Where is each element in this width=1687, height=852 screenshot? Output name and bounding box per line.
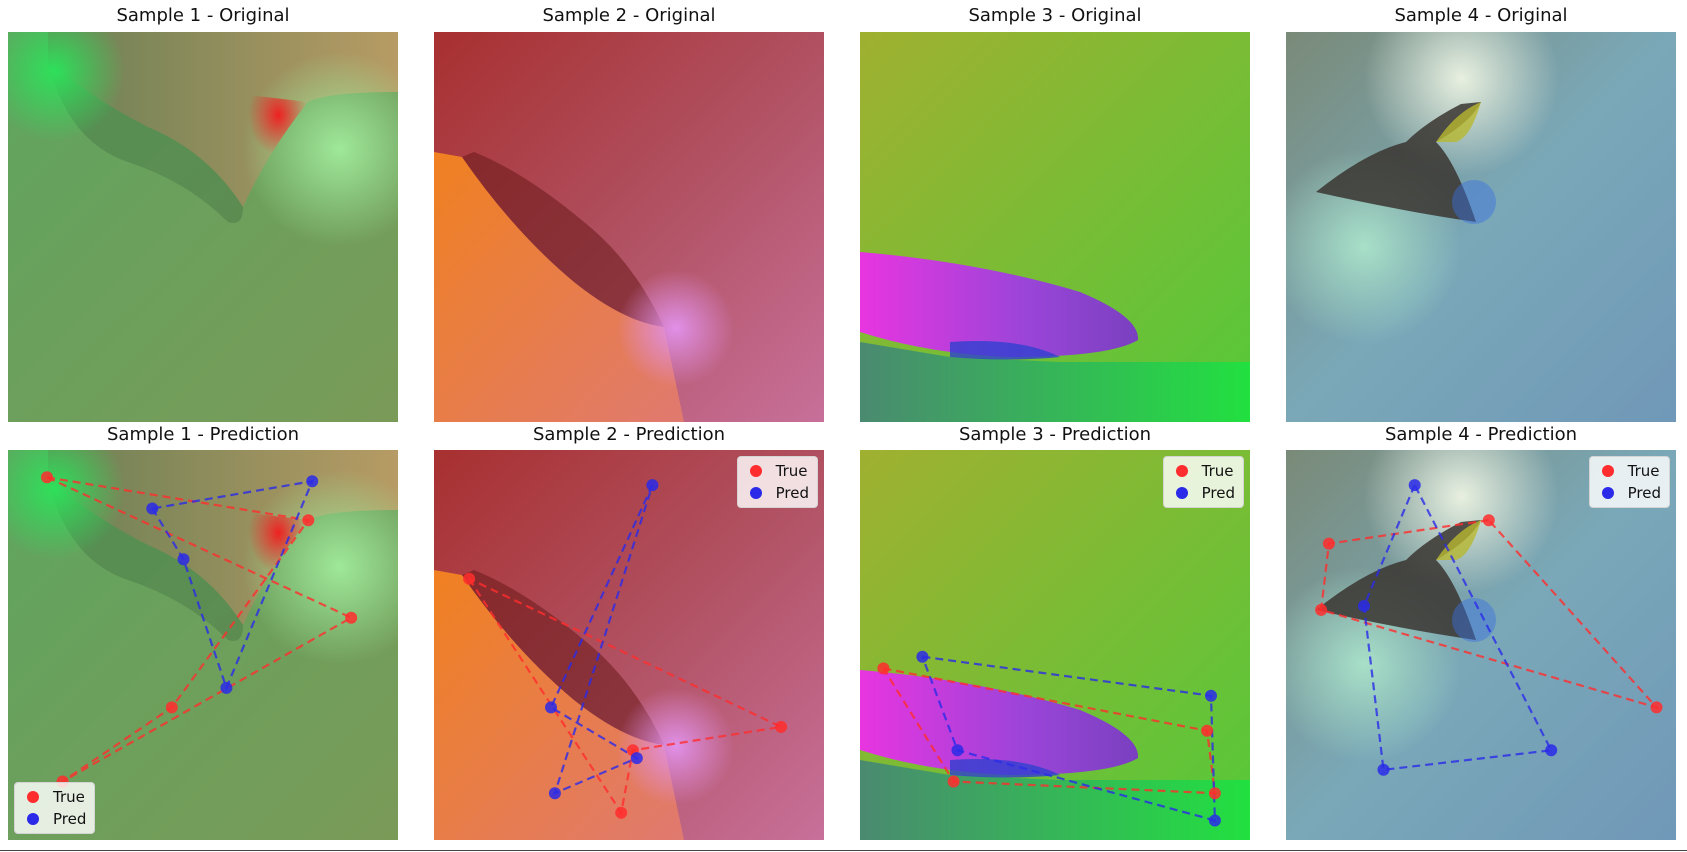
legend-marker-pred bbox=[1601, 487, 1614, 499]
prediction-overlay bbox=[41, 471, 358, 788]
legend-entry-true: True bbox=[1170, 460, 1235, 482]
panel-title: Sample 4 - Prediction bbox=[1384, 424, 1578, 445]
pred-point bbox=[951, 744, 964, 757]
legend-label-pred: Pred bbox=[53, 810, 87, 828]
sample-1-prediction-plot: True Pred bbox=[8, 450, 398, 840]
pred-point bbox=[548, 787, 561, 800]
pred-point bbox=[1358, 600, 1370, 612]
pred-polygon-line bbox=[1362, 484, 1553, 772]
panel-title: Sample 3 - Original bbox=[968, 5, 1142, 26]
legend-label-true: True bbox=[775, 462, 808, 480]
true-point bbox=[1650, 701, 1663, 714]
true-point bbox=[1315, 603, 1328, 616]
legend-entry-true: True bbox=[1596, 460, 1661, 482]
flow-field-image bbox=[860, 450, 1250, 840]
sample-2-original-image bbox=[434, 32, 824, 422]
sample-1-original-image bbox=[8, 32, 398, 422]
flow-field-image bbox=[8, 32, 398, 422]
sample-3-prediction-plot: True Pred bbox=[860, 450, 1250, 840]
true-point bbox=[615, 806, 628, 819]
true-point bbox=[165, 701, 178, 714]
true-point bbox=[41, 471, 53, 484]
pred-point bbox=[1377, 763, 1390, 776]
true-polygon-line bbox=[1319, 519, 1660, 710]
panel-title: Sample 3 - Prediction bbox=[958, 424, 1152, 445]
flow-field-image bbox=[860, 32, 1250, 422]
legend-marker-pred bbox=[1175, 487, 1188, 499]
flow-field-image bbox=[1286, 32, 1676, 422]
figure-bottom-rule bbox=[0, 850, 1687, 851]
pred-point bbox=[177, 553, 190, 566]
pred-polygon-line bbox=[151, 479, 314, 692]
legend: True Pred bbox=[1588, 456, 1670, 508]
prediction-overlay bbox=[1315, 479, 1663, 776]
sample-4-prediction-plot: True Pred bbox=[1286, 450, 1676, 840]
legend-marker-true bbox=[1601, 465, 1614, 477]
pred-point bbox=[1545, 744, 1558, 757]
legend-entry-pred: Pred bbox=[1596, 482, 1661, 504]
flow-field-image bbox=[1286, 450, 1676, 840]
panel-title: Sample 1 - Prediction bbox=[106, 424, 300, 445]
pred-point bbox=[630, 752, 643, 765]
pred-polygon-line bbox=[921, 655, 1217, 822]
legend-entry-pred: Pred bbox=[21, 808, 86, 830]
legend-entry-pred: Pred bbox=[1170, 482, 1235, 504]
pred-point bbox=[146, 502, 159, 515]
true-point bbox=[302, 514, 315, 527]
true-point bbox=[1208, 787, 1221, 800]
true-polygon-line bbox=[468, 577, 785, 816]
true-polygon-line bbox=[46, 476, 354, 783]
legend-entry-true: True bbox=[21, 786, 86, 808]
legend: True Pred bbox=[736, 456, 818, 508]
true-point bbox=[1482, 514, 1495, 527]
flow-field-image bbox=[434, 32, 824, 422]
pred-point bbox=[646, 479, 659, 492]
prediction-overlay bbox=[877, 650, 1221, 827]
legend-label-true: True bbox=[1201, 462, 1234, 480]
legend-marker-true bbox=[27, 791, 39, 803]
pred-point bbox=[220, 681, 233, 694]
sample-4-original-image bbox=[1286, 32, 1676, 422]
true-point bbox=[877, 662, 890, 675]
legend-marker-true bbox=[749, 465, 762, 477]
true-point bbox=[1201, 724, 1214, 737]
panel-title: Sample 2 - Prediction bbox=[532, 424, 726, 445]
legend-label-true: True bbox=[1627, 462, 1660, 480]
true-point bbox=[1322, 537, 1335, 550]
legend-label-true: True bbox=[53, 788, 85, 806]
legend-label-pred: Pred bbox=[1201, 484, 1235, 502]
legend-entry-true: True bbox=[744, 460, 809, 482]
panel-title: Sample 2 - Original bbox=[542, 5, 716, 26]
legend-marker-pred bbox=[749, 487, 762, 499]
panel-title: Sample 1 - Original bbox=[116, 5, 290, 26]
true-point bbox=[775, 720, 788, 733]
sample-2-prediction-plot: True Pred bbox=[434, 450, 824, 840]
true-point bbox=[947, 775, 960, 788]
true-point bbox=[345, 611, 358, 624]
legend-label-pred: Pred bbox=[775, 484, 809, 502]
legend-marker-true bbox=[1175, 465, 1188, 477]
pred-point bbox=[1208, 814, 1221, 827]
flow-field-image bbox=[8, 450, 398, 840]
pred-point bbox=[1408, 479, 1421, 492]
pred-point bbox=[1205, 689, 1217, 702]
true-point bbox=[463, 572, 476, 585]
prediction-overlay bbox=[463, 479, 788, 819]
legend: True Pred bbox=[1162, 456, 1244, 508]
pred-point bbox=[306, 475, 319, 488]
sample-3-original-image bbox=[860, 32, 1250, 422]
legend-marker-pred bbox=[27, 813, 39, 825]
legend: True Pred bbox=[14, 782, 96, 834]
legend-label-pred: Pred bbox=[1627, 484, 1661, 502]
panel-title: Sample 4 - Original bbox=[1394, 5, 1568, 26]
legend-entry-pred: Pred bbox=[744, 482, 809, 504]
pred-point bbox=[545, 701, 557, 714]
pred-point bbox=[916, 650, 929, 663]
